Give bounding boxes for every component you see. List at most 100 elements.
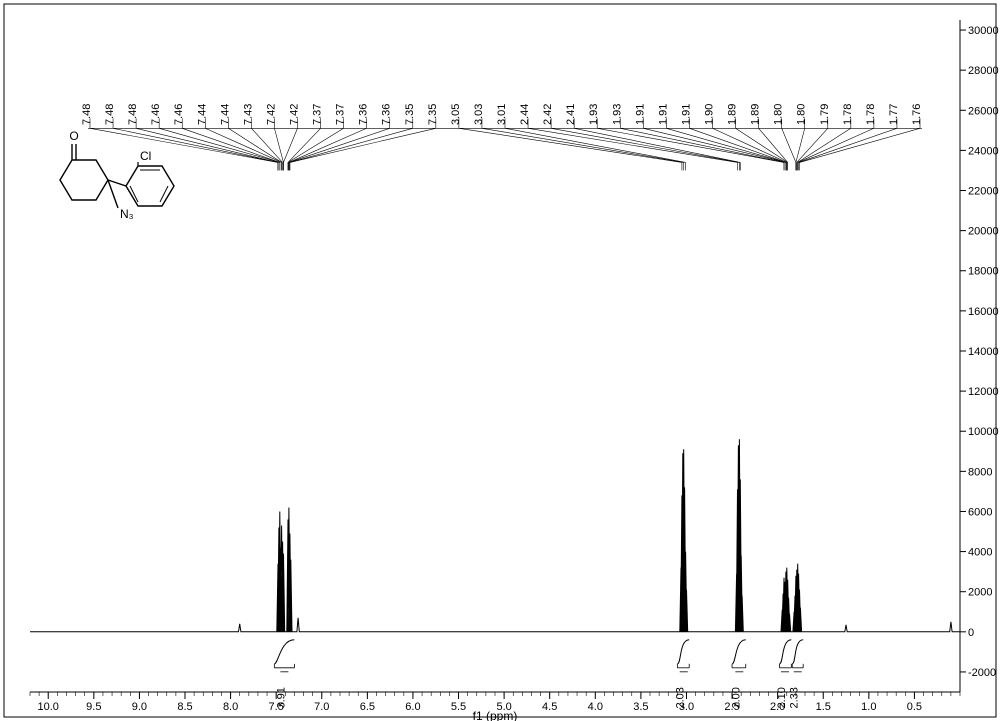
- x-tick-label: 4.5: [542, 701, 557, 713]
- peak-label: 7.48: [104, 104, 116, 125]
- peak-label: 1.78: [842, 104, 854, 125]
- y-tick-label: 30000: [968, 25, 999, 37]
- integral-label: 2.00: [730, 687, 742, 708]
- peak-label: 2.41: [565, 104, 577, 125]
- peak-label: 1.89: [727, 104, 739, 125]
- peak-label: 1.76: [911, 104, 923, 125]
- peak-label-lead: [798, 128, 874, 162]
- y-tick-label: 18000: [968, 266, 999, 278]
- peak-label-lead: [797, 128, 828, 162]
- peak-label-lead: [459, 128, 682, 162]
- peak-label-lead: [713, 128, 787, 162]
- integral-label: 2.33: [789, 687, 801, 708]
- y-tick-label: -2000: [968, 667, 996, 679]
- peak-label: 1.93: [588, 104, 600, 125]
- peak-label-lead: [290, 128, 413, 162]
- x-tick-label: 0.5: [907, 701, 922, 713]
- peak-label: 1.78: [865, 104, 877, 125]
- peak-label-lead: [283, 128, 297, 162]
- peak-label-lead: [274, 128, 283, 162]
- peak-label: 7.46: [150, 104, 162, 125]
- x-tick-label: 5.5: [451, 701, 466, 713]
- y-tick-label: 0: [968, 627, 974, 639]
- peak-label: 7.42: [289, 104, 301, 125]
- peak-label-lead: [798, 128, 851, 162]
- molecule-structure: O Cl N₃: [60, 129, 174, 221]
- spectrum-trace: [30, 439, 960, 632]
- peak-label-lead: [800, 128, 920, 162]
- peak-label-lead: [799, 128, 897, 162]
- peak-label: 1.79: [819, 104, 831, 125]
- nmr-spectrum-plot: -200002000400060008000100001200014000160…: [0, 0, 1000, 721]
- peak-label: 1.89: [750, 104, 762, 125]
- x-tick-label: 8.5: [177, 701, 192, 713]
- y-tick-label: 22000: [968, 186, 999, 198]
- x-tick-label: 6.5: [360, 701, 375, 713]
- svg-text:Cl: Cl: [140, 149, 151, 163]
- peak-label: 7.44: [196, 104, 208, 125]
- y-tick-label: 12000: [968, 386, 999, 398]
- peak-label-lead: [113, 128, 278, 162]
- y-tick-label: 20000: [968, 226, 999, 238]
- peak-label: 3.05: [450, 104, 462, 125]
- x-tick-label: 1.5: [816, 701, 831, 713]
- y-tick-label: 4000: [968, 547, 992, 559]
- y-tick-label: 24000: [968, 145, 999, 157]
- y-tick-label: 14000: [968, 346, 999, 358]
- x-tick-label: 8.0: [223, 701, 238, 713]
- peak-label-lead: [159, 128, 280, 162]
- peak-label: 2.42: [542, 104, 554, 125]
- peak-label: 7.35: [427, 104, 439, 125]
- x-tick-label: 1.0: [861, 701, 876, 713]
- peak-label-lead: [289, 128, 367, 162]
- y-tick-label: 2000: [968, 587, 992, 599]
- x-tick-label: 7.0: [314, 701, 329, 713]
- integral-curve: [274, 640, 294, 664]
- x-tick-label: 6.0: [405, 701, 420, 713]
- peak-label-lead: [796, 128, 805, 162]
- x-tick-label: 9.0: [132, 701, 147, 713]
- y-tick-label: 8000: [968, 466, 992, 478]
- x-tick-label: 4.0: [588, 701, 603, 713]
- peak-label: 7.43: [242, 104, 254, 125]
- peak-label-lead: [290, 128, 436, 162]
- peak-label-lead: [482, 128, 684, 162]
- peak-label-lead: [782, 128, 796, 162]
- peak-label: 7.42: [265, 104, 277, 125]
- peak-label: 7.46: [173, 104, 185, 125]
- peak-label-lead: [689, 128, 785, 162]
- peak-label: 7.37: [312, 104, 324, 125]
- y-tick-label: 10000: [968, 426, 999, 438]
- y-tick-label: 28000: [968, 65, 999, 77]
- x-tick-label: 3.5: [633, 701, 648, 713]
- peak-label: 3.03: [473, 104, 485, 125]
- peak-label: 7.35: [404, 104, 416, 125]
- peak-label-lead: [666, 128, 785, 162]
- peak-label-lead: [90, 128, 278, 162]
- x-tick-label: 9.5: [86, 701, 101, 713]
- peak-label: 2.44: [519, 104, 531, 125]
- y-tick-label: 16000: [968, 306, 999, 318]
- svg-text:O: O: [69, 129, 78, 143]
- svg-text:N₃: N₃: [120, 207, 134, 221]
- peak-label: 1.77: [888, 104, 900, 125]
- integral-label: 2.03: [675, 687, 687, 708]
- integral-curve: [732, 640, 746, 664]
- peak-label: 1.80: [796, 104, 808, 125]
- peak-label: 3.01: [496, 104, 508, 125]
- x-axis-label: f1 (ppm): [473, 709, 518, 721]
- peak-label: 1.91: [634, 104, 646, 125]
- x-tick-label: 10.0: [38, 701, 59, 713]
- integral-label: 2.10: [776, 687, 788, 708]
- peak-label: 1.91: [657, 104, 669, 125]
- peak-label-lead: [228, 128, 281, 162]
- peak-label: 7.48: [127, 104, 139, 125]
- peak-label-lead: [597, 128, 784, 162]
- peak-label: 7.48: [81, 104, 93, 125]
- peak-label-lead: [205, 128, 281, 162]
- peak-label: 1.90: [704, 104, 716, 125]
- peak-label: 7.37: [335, 104, 347, 125]
- peak-label: 7.44: [219, 104, 231, 125]
- integral-curve: [677, 640, 689, 664]
- peak-label: 1.93: [611, 104, 623, 125]
